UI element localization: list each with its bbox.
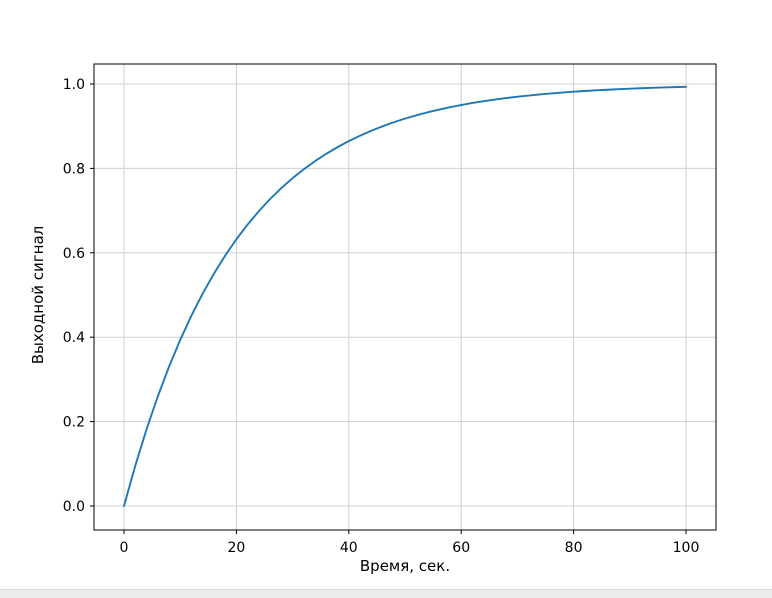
x-tick-label: 100	[673, 540, 700, 556]
series-line	[123, 85, 687, 507]
axes-spines	[93, 63, 717, 531]
x-tick-label: 80	[565, 540, 583, 556]
x-tick-label: 0	[120, 540, 129, 556]
window-edge	[0, 589, 772, 598]
x-tick-label: 40	[340, 540, 358, 556]
y-tick-label: 0.6	[63, 246, 85, 262]
y-tick-label: 1.0	[63, 77, 85, 93]
y-tick-label: 0.4	[63, 330, 85, 346]
x-tick-label: 60	[452, 540, 470, 556]
x-axis-label: Время, сек.	[359, 557, 451, 575]
y-tick-label: 0.0	[63, 499, 85, 515]
y-tick-label: 0.2	[63, 415, 85, 431]
y-axis-label: Выходной сигнал	[29, 225, 47, 365]
x-tick-label: 20	[227, 540, 245, 556]
y-tick-label: 0.8	[63, 161, 85, 177]
